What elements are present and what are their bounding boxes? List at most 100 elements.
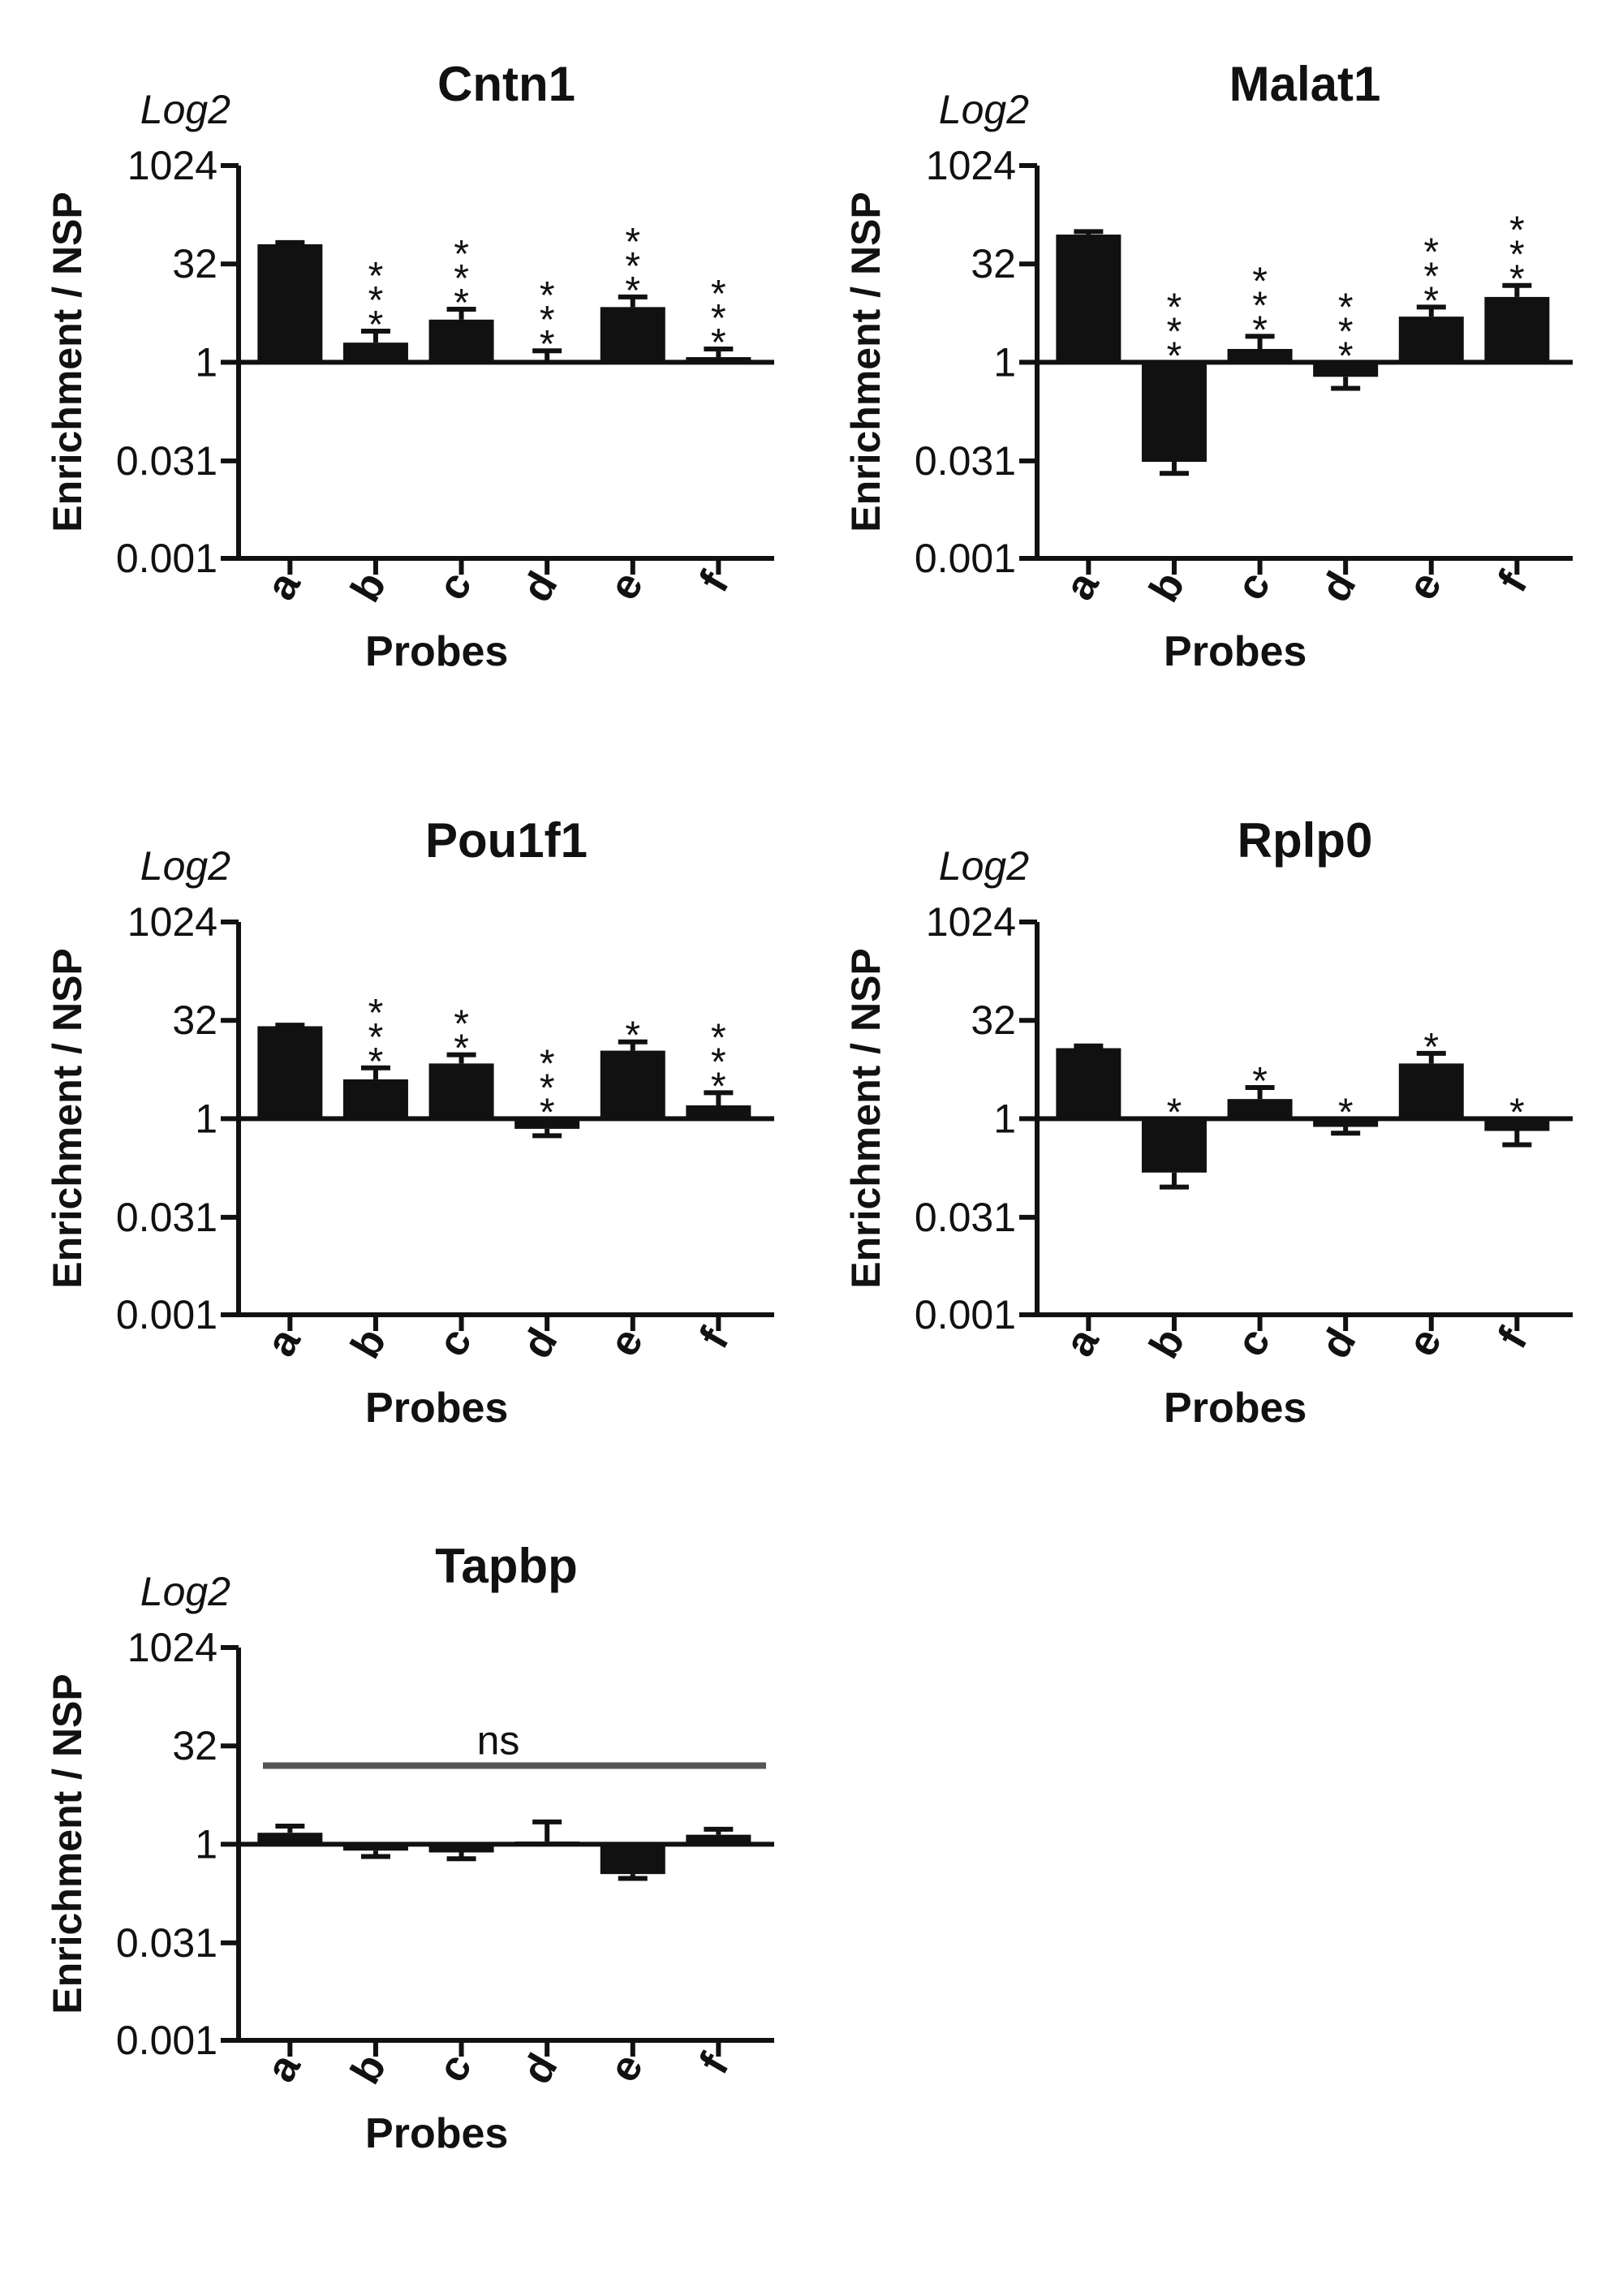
y-tick-label: 1: [195, 1821, 217, 1867]
y-tick-label: 32: [172, 241, 217, 286]
bar-c: [428, 1063, 494, 1119]
y-tick-label: 1024: [127, 899, 217, 945]
significance-marker-f: *: [1509, 1091, 1525, 1134]
significance-marker-b: *: [1167, 310, 1182, 353]
chart-title: Pou1f1: [425, 813, 588, 868]
y-axis-label: Enrichment / NSP: [45, 1674, 90, 2014]
significance-marker-f: *: [1509, 258, 1525, 301]
bar-c: [1227, 348, 1293, 363]
bar-a: [257, 243, 323, 363]
x-tick-label-c: c: [1227, 1320, 1280, 1364]
y-axis-label: Enrichment / NSP: [843, 192, 889, 532]
y-scale-label: Log2: [939, 87, 1029, 132]
y-tick-label: 0.001: [915, 1292, 1016, 1338]
significance-marker-f: *: [711, 1065, 726, 1108]
significance-marker-d: *: [540, 323, 555, 366]
significance-marker-e: *: [1423, 279, 1439, 322]
bar-b: [342, 342, 408, 363]
x-tick-label-b: b: [1140, 564, 1194, 610]
y-scale-label: Log2: [140, 843, 230, 889]
x-axis-label: Probes: [365, 2110, 508, 2157]
y-scale-label: Log2: [140, 1569, 230, 1614]
significance-marker-c: *: [1252, 284, 1268, 327]
bar-a: [257, 1833, 323, 1845]
y-tick-label: 0.001: [116, 1292, 217, 1338]
chart-panel-rplp0: Rplp0 Log2 Enrichment / NSP 1024 32 1 0.031 0.0…: [843, 813, 1573, 1432]
chart-panel-malat1: Malat1 Log2 Enrichment / NSP 1024 32 1 0.031 0.…: [843, 57, 1573, 675]
significance-marker-b: *: [1167, 334, 1182, 377]
x-tick-label-c: c: [1227, 564, 1280, 608]
significance-marker-f: *: [1509, 234, 1525, 277]
bar-e: [1398, 1063, 1464, 1119]
significance-marker-c: *: [454, 257, 469, 300]
x-tick-label-c: c: [428, 2046, 481, 2090]
chart-panel-cntn1: Cntn1 Log2 Enrichment / NSP 1024 32 1 0.031 0.0…: [45, 57, 774, 675]
y-scale-label: Log2: [140, 87, 230, 132]
significance-marker-d: *: [540, 1091, 555, 1134]
significance-marker-d: *: [1338, 310, 1354, 353]
chart-title: Tapbp: [435, 1539, 578, 1593]
significance-marker-c: *: [454, 1027, 469, 1070]
bar-b: [1141, 362, 1207, 463]
x-axis-label: Probes: [1164, 1385, 1307, 1432]
significance-marker-e: *: [625, 269, 640, 312]
x-tick-label-d: d: [1311, 564, 1365, 610]
x-tick-label-b: b: [342, 2046, 395, 2092]
y-tick-label: 0.001: [915, 536, 1016, 581]
bar-c: [428, 319, 494, 363]
x-tick-label-f: f: [1489, 563, 1537, 600]
significance-marker-b: *: [368, 1040, 384, 1083]
significance-marker-f: *: [711, 297, 726, 340]
y-tick-label: 32: [971, 241, 1016, 286]
bar-e: [600, 1050, 665, 1119]
y-tick-label: 1: [195, 339, 217, 385]
x-tick-label-a: a: [1056, 563, 1109, 608]
bar-d: [514, 1118, 580, 1129]
y-tick-label: 1024: [926, 899, 1016, 945]
significance-marker-c: *: [454, 282, 469, 325]
bar-c: [428, 1844, 494, 1853]
x-tick-label-e: e: [600, 1320, 652, 1364]
significance-marker-b: *: [368, 304, 384, 347]
significance-marker-b: *: [1167, 1091, 1182, 1134]
bar-b: [342, 1079, 408, 1119]
x-axis-label: Probes: [1164, 628, 1307, 675]
significance-marker-f: *: [711, 1016, 726, 1059]
x-tick-label-d: d: [513, 1320, 566, 1367]
x-tick-label-a: a: [1056, 1320, 1109, 1364]
bar-d: [1313, 362, 1379, 377]
bar-a: [257, 1026, 323, 1119]
significance-marker-b: *: [368, 255, 384, 298]
y-tick-label: 1024: [127, 143, 217, 188]
significance-marker-c: *: [1252, 308, 1268, 351]
y-axis-label: Enrichment / NSP: [45, 948, 90, 1289]
bar-d: [1313, 1118, 1379, 1127]
x-tick-label-f: f: [1489, 1320, 1537, 1356]
chart-title: Rplp0: [1238, 813, 1373, 868]
bar-b: [1141, 1118, 1207, 1173]
x-tick-label-e: e: [600, 564, 652, 608]
bar-e: [600, 307, 665, 363]
significance-marker-b: *: [368, 1016, 384, 1059]
y-tick-label: 1: [993, 1096, 1016, 1141]
y-tick-label: 0.031: [915, 438, 1016, 484]
x-tick-label-c: c: [428, 1320, 481, 1364]
y-scale-label: Log2: [939, 843, 1029, 889]
y-axis-label: Enrichment / NSP: [45, 192, 90, 532]
bar-e: [600, 1844, 665, 1875]
significance-marker-d: *: [540, 299, 555, 342]
y-tick-label: 1: [195, 1096, 217, 1141]
x-tick-label-f: f: [691, 1320, 738, 1356]
significance-marker-b: *: [368, 992, 384, 1035]
significance-marker-e: *: [625, 1014, 640, 1058]
ns-annotation: ns: [477, 1717, 520, 1763]
bar-f: [686, 1834, 751, 1845]
x-tick-label-d: d: [513, 564, 566, 610]
bar-c: [1227, 1099, 1293, 1119]
y-tick-label: 32: [971, 997, 1016, 1043]
x-tick-label-c: c: [428, 564, 481, 608]
significance-marker-e: *: [625, 221, 640, 264]
x-tick-label-a: a: [257, 1320, 310, 1364]
significance-marker-d: *: [540, 1042, 555, 1085]
significance-marker-f: *: [711, 273, 726, 316]
